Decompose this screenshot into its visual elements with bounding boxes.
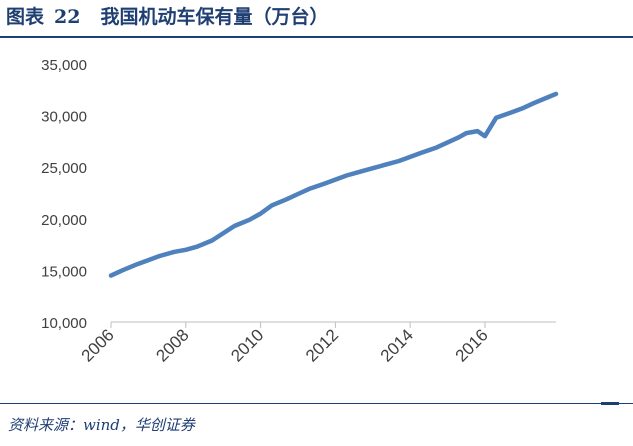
y-tick-label: 30,000	[41, 109, 87, 126]
source-note: 资料来源：wind，华创证券	[8, 416, 195, 434]
x-tick-label: 2010	[227, 325, 267, 365]
y-tick-label: 15,000	[41, 263, 87, 280]
title-rule	[0, 36, 633, 38]
x-axis-ticks: 2006 2008 2010 2012 2014 2016	[78, 322, 492, 366]
y-axis-ticks: 10,000 15,000 20,000 25,000 30,000 35,000	[41, 57, 87, 332]
y-tick-label: 25,000	[41, 160, 87, 177]
chart-series	[108, 91, 559, 278]
figure-title: 图表 22 我国机动车保有量（万台）	[6, 2, 328, 32]
source-rule	[0, 403, 633, 404]
series-line	[108, 91, 559, 278]
chart-title: 我国机动车保有量（万台）	[100, 6, 329, 28]
y-tick-label: 10,000	[41, 315, 87, 332]
x-tick-label: 2016	[452, 325, 492, 365]
y-tick-label: 20,000	[41, 212, 87, 229]
source-rule-mark	[601, 402, 619, 405]
figure-number: 22	[54, 6, 81, 28]
figure-label: 图表	[6, 6, 45, 28]
y-tick-label: 35,000	[41, 57, 87, 74]
x-tick-label: 2014	[377, 325, 417, 365]
x-tick-label: 2008	[152, 325, 192, 365]
x-tick-label: 2012	[302, 325, 342, 365]
